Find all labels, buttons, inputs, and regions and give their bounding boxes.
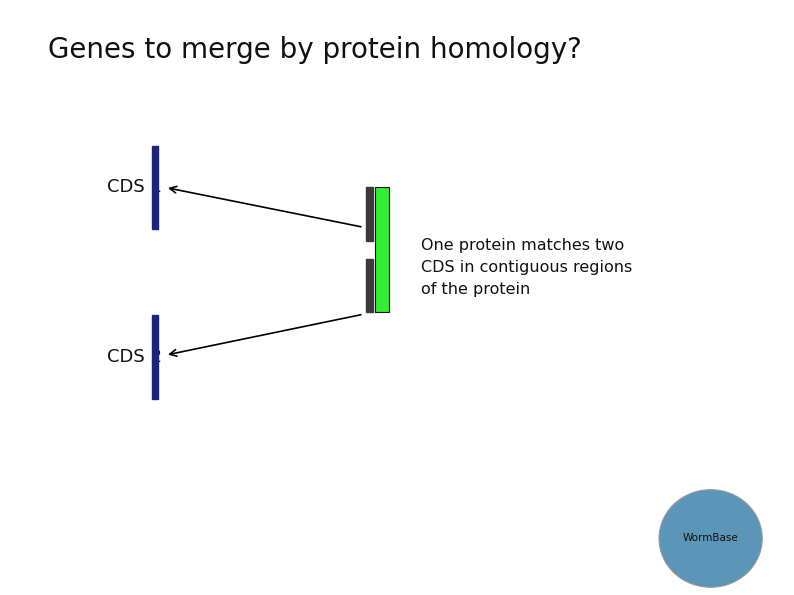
Text: CDS 1: CDS 1: [107, 178, 162, 196]
Text: Genes to merge by protein homology?: Genes to merge by protein homology?: [48, 36, 581, 64]
Bar: [152, 315, 157, 399]
Text: WormBase: WormBase: [683, 534, 738, 543]
Bar: [365, 187, 373, 241]
Bar: [152, 146, 157, 229]
Text: CDS 2: CDS 2: [107, 348, 162, 366]
Bar: [376, 187, 390, 312]
Text: One protein matches two
CDS in contiguous regions
of the protein: One protein matches two CDS in contiguou…: [421, 238, 632, 298]
Ellipse shape: [659, 490, 762, 587]
Bar: [365, 259, 373, 312]
